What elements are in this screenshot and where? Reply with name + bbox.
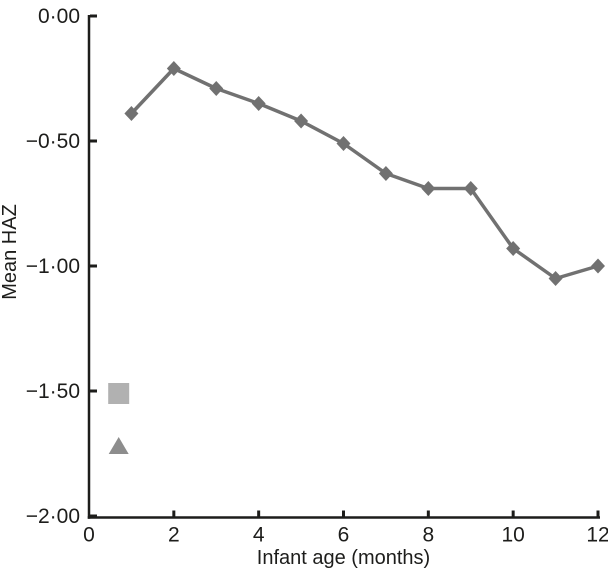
x-tick-label: 6 bbox=[338, 524, 350, 547]
y-tick-label: −1·50 bbox=[26, 380, 80, 403]
axis-ticks bbox=[90, 14, 600, 518]
mean-haz-by-month-marker-diamond bbox=[251, 96, 266, 111]
data-series bbox=[108, 61, 605, 454]
mean-haz-by-month-marker-diamond bbox=[166, 61, 181, 76]
x-tick-label: 2 bbox=[168, 524, 180, 547]
mean-haz-by-month-line bbox=[129, 66, 600, 281]
mean-haz-by-month-marker-diamond bbox=[378, 166, 393, 181]
mean-haz-by-month-marker-diamond bbox=[506, 241, 521, 256]
mean-haz-by-month-marker-diamond bbox=[463, 181, 478, 196]
x-tick-label: 4 bbox=[253, 524, 265, 547]
x-tick-label: 12 bbox=[586, 524, 608, 547]
reference-point-square-marker-square bbox=[108, 383, 130, 404]
x-tick-label: 10 bbox=[501, 524, 524, 547]
y-tick-label: 0·00 bbox=[38, 5, 80, 28]
mean-haz-by-month-marker-diamond bbox=[336, 136, 351, 151]
y-tick-label: −2·00 bbox=[26, 505, 80, 528]
mean-haz-by-month-marker-diamond bbox=[548, 271, 563, 286]
mean-haz-by-month-marker-diamond bbox=[421, 181, 436, 196]
x-axis-title: Infant age (months) bbox=[257, 547, 430, 569]
axes bbox=[87, 15, 600, 519]
mean-haz-by-month-marker-diamond bbox=[591, 258, 605, 274]
mean-haz-by-month-marker-diamond bbox=[294, 113, 309, 129]
x-tick-label: 8 bbox=[422, 524, 434, 547]
mean-haz-by-month-marker-diamond bbox=[124, 106, 139, 121]
y-tick-label: −1·00 bbox=[26, 255, 80, 278]
reference-point-triangle-marker-triangle bbox=[108, 437, 129, 454]
axis-tick-labels: 0 2 4 6 8 10 12 0·00 −0·50 −1·00 −1·50 −2·00 bbox=[26, 5, 608, 547]
x-tick-label: 0 bbox=[83, 524, 95, 547]
mean-haz-by-month-marker-diamond bbox=[209, 81, 224, 96]
y-tick-label: −0·50 bbox=[26, 130, 80, 153]
y-axis-title: Mean HAZ bbox=[0, 204, 21, 300]
